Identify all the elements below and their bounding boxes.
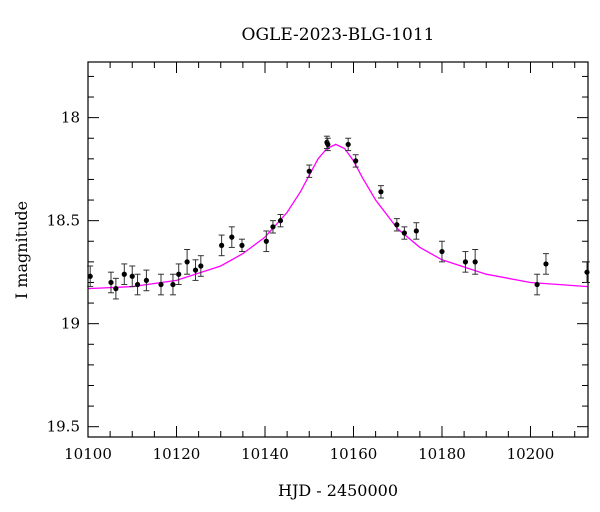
- x-tick-label: 10180: [418, 445, 466, 463]
- x-axis-label: HJD - 2450000: [278, 481, 398, 500]
- data-point: [263, 238, 269, 244]
- data-point: [143, 277, 150, 284]
- y-axis-label: I magnitude: [12, 201, 31, 299]
- data-point: [184, 259, 190, 265]
- plot-area: 10100 10120 10140 10160 10180 10200 18 18.5 19 19…: [47, 62, 590, 463]
- y-tick-label: 19: [61, 315, 80, 333]
- data-point: [87, 273, 93, 279]
- data-point: [219, 242, 225, 248]
- data-point: [534, 281, 540, 288]
- data-point: [306, 168, 312, 174]
- data-point: [378, 189, 384, 195]
- data-point: [158, 281, 164, 288]
- data-point: [121, 271, 127, 277]
- data-point: [462, 259, 469, 265]
- y-tick-label: 19.5: [47, 418, 80, 436]
- data-point: [413, 228, 419, 234]
- data-point: [543, 261, 549, 267]
- y-tick-label: 18.5: [47, 212, 80, 230]
- data-point: [472, 259, 478, 265]
- data-point: [325, 141, 331, 148]
- data-point: [353, 158, 359, 164]
- data-point: [394, 222, 400, 228]
- data-point: [134, 281, 141, 288]
- data-point: [345, 141, 351, 148]
- plot-frame: [87, 61, 589, 438]
- data-point: [270, 224, 276, 230]
- data-point: [129, 273, 135, 279]
- x-tick-label: 10200: [507, 445, 555, 463]
- data-point: [192, 267, 199, 273]
- data-point: [439, 248, 445, 255]
- data-point: [277, 218, 284, 224]
- data-point: [198, 263, 204, 269]
- data-point: [170, 281, 176, 288]
- x-tick-label: 10100: [64, 445, 112, 463]
- data-point: [239, 242, 245, 248]
- x-tick-label: 10140: [241, 445, 289, 463]
- model-curve: [87, 143, 589, 290]
- x-tick-label: 10120: [153, 445, 201, 463]
- data-point: [401, 230, 407, 236]
- x-tick-label: 10160: [330, 445, 378, 463]
- data-point: [584, 269, 590, 275]
- chart-title: OGLE-2023-BLG-1011: [242, 25, 435, 45]
- y-tick-label: 18: [61, 109, 80, 127]
- data-point: [229, 234, 235, 240]
- data-point: [176, 271, 182, 277]
- data-point: [108, 279, 114, 286]
- data-point: [113, 286, 119, 292]
